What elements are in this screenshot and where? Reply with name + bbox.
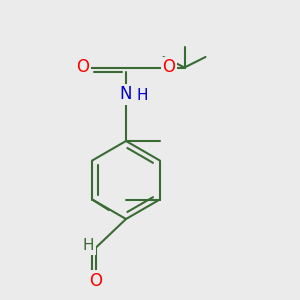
Text: H: H bbox=[83, 238, 94, 253]
Text: O: O bbox=[89, 272, 103, 290]
Text: H: H bbox=[137, 88, 148, 104]
Text: N: N bbox=[120, 85, 132, 103]
Text: O: O bbox=[162, 58, 176, 76]
Text: O: O bbox=[76, 58, 89, 76]
